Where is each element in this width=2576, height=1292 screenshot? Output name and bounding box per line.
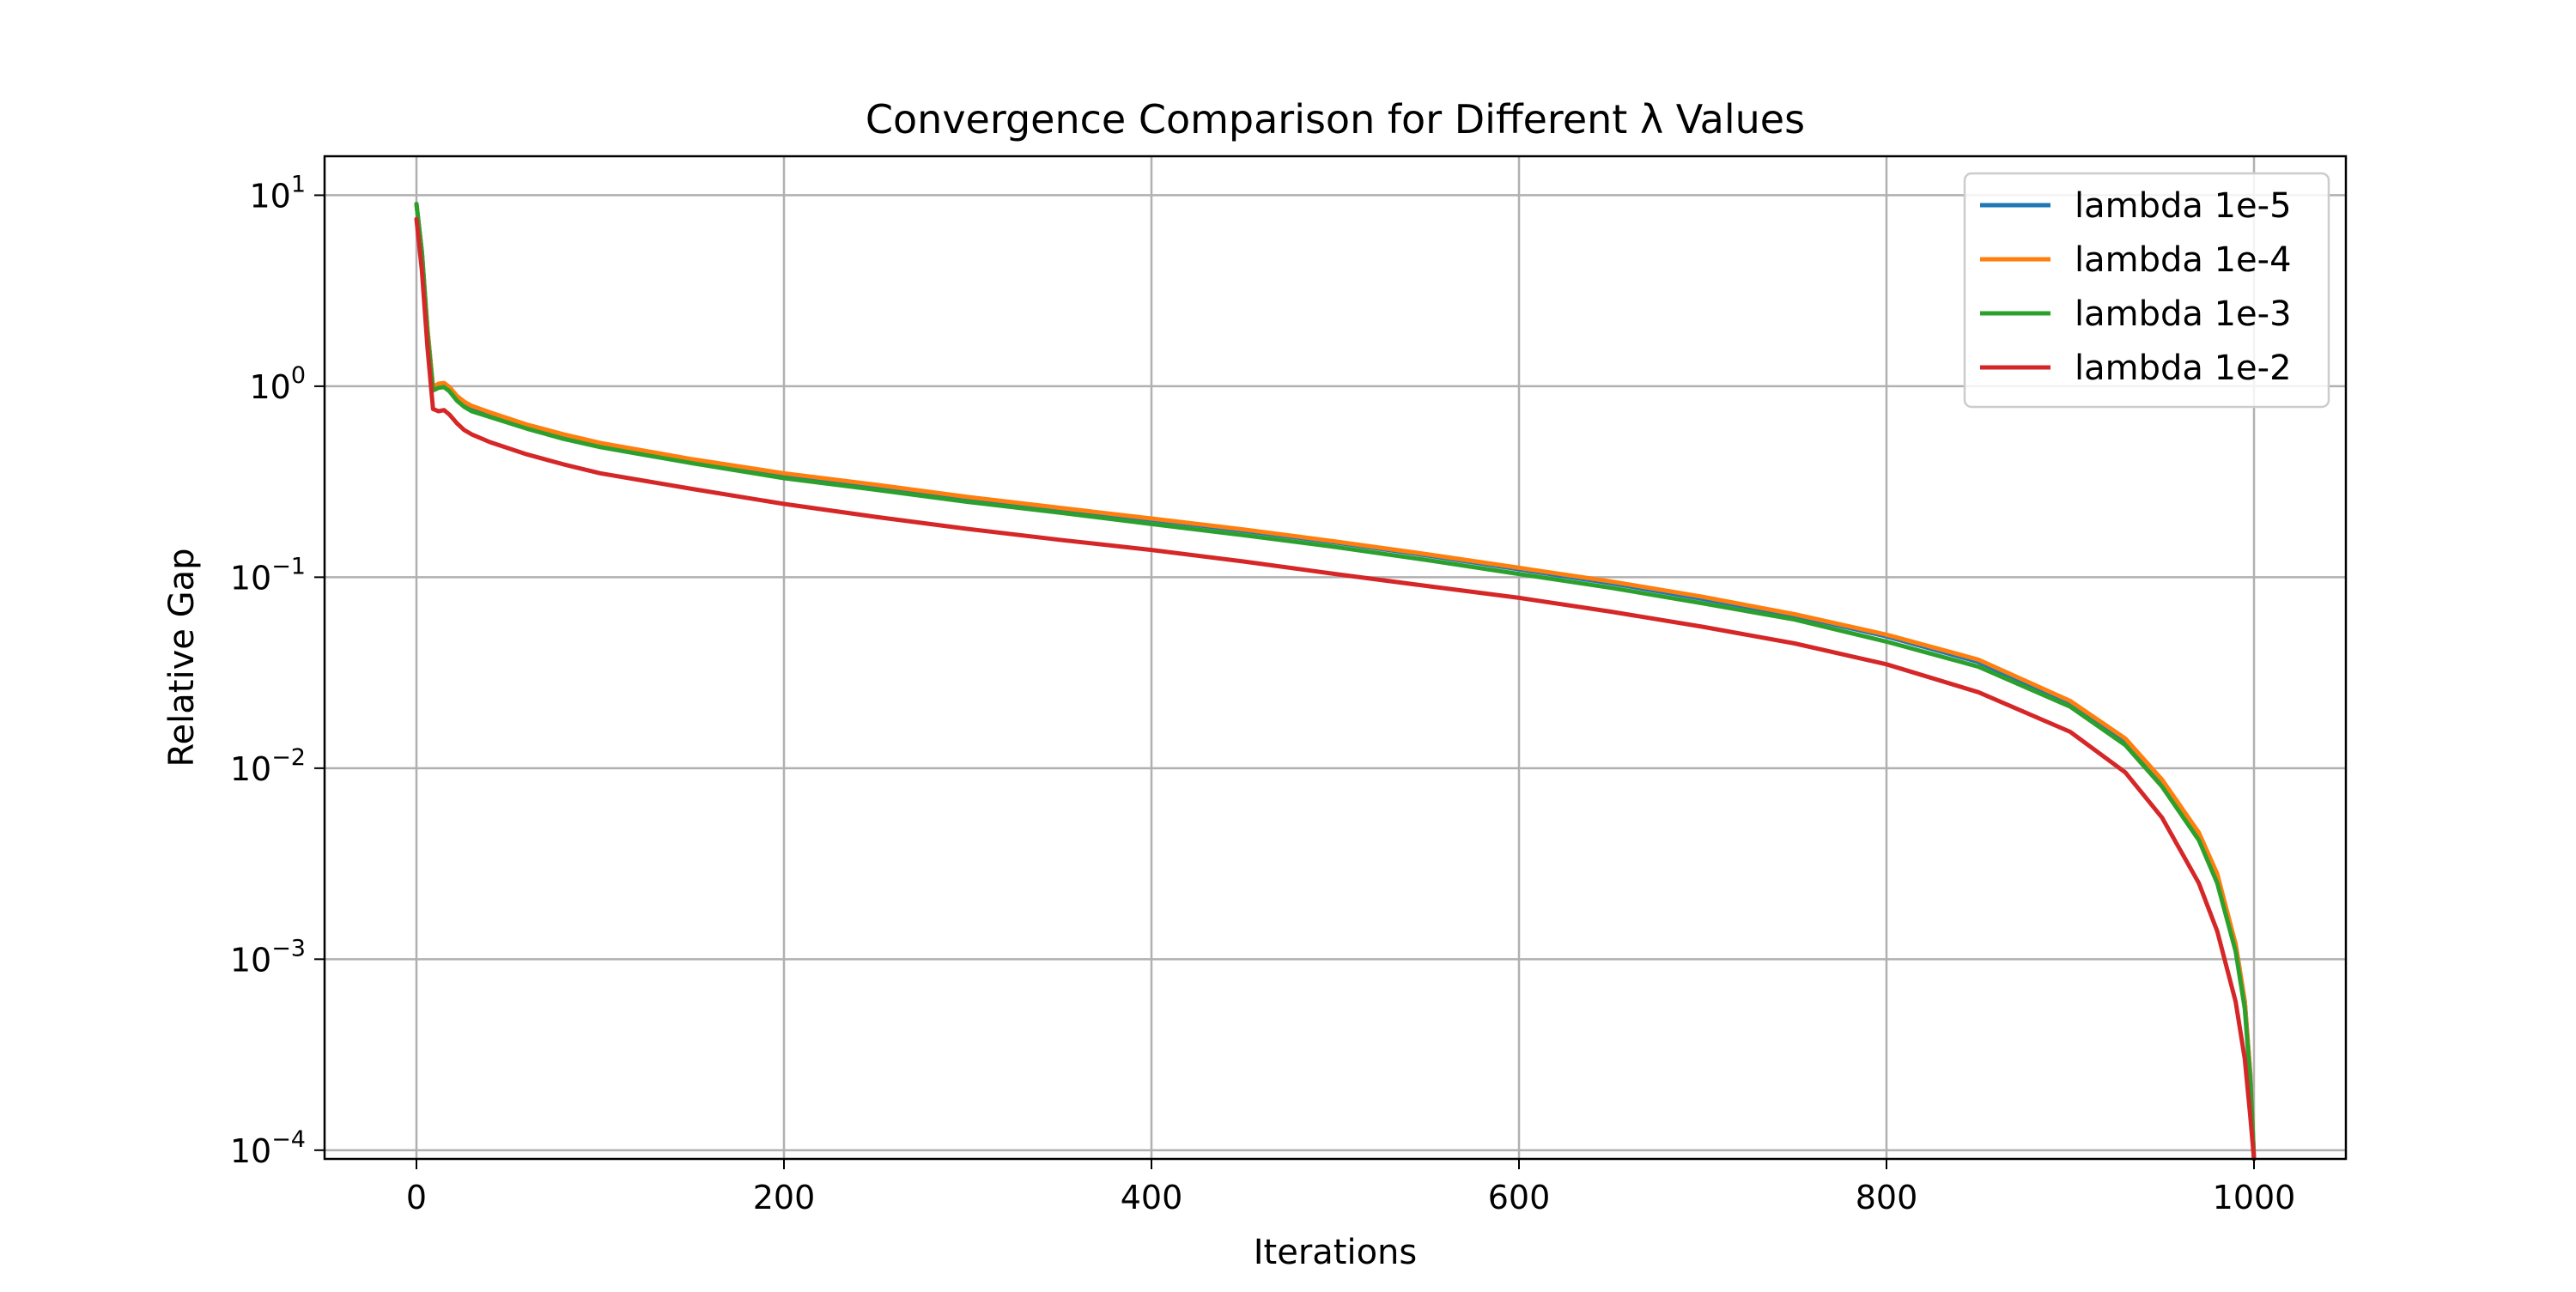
x-tick-label: 0 [406,1179,427,1216]
legend-label: lambda 1e-2 [2075,349,2292,388]
x-tick-label: 800 [1856,1179,1918,1216]
y-tick-label: 10−3 [230,935,306,979]
series-lines [414,202,2257,1162]
y-tick-label: 100 [249,362,306,406]
series-line-lambda-1e-4 [414,202,2257,1162]
chart-title: Convergence Comparison for Different λ V… [866,96,1805,143]
legend-label: lambda 1e-4 [2075,240,2292,280]
series-line-lambda-1e-2 [414,216,2257,1162]
y-tick-label: 10−4 [230,1126,306,1170]
legend-box [1963,172,2330,409]
x-tick-label: 600 [1488,1179,1551,1216]
series-line-lambda-1e-3 [414,202,2257,1162]
x-axis-label: Iterations [1254,1233,1418,1272]
legend-label: lambda 1e-5 [2075,186,2292,226]
legend-label: lambda 1e-3 [2075,294,2292,334]
plot-frame [323,155,2348,1161]
y-axis-label: Relative Gap [162,549,202,767]
x-tick-label: 1000 [2213,1179,2296,1216]
axis-ticks: 0 200 400 600 800 1000 10−4 10−3 10−2 10−1 100 101 [230,171,2296,1216]
x-tick-label: 400 [1121,1179,1183,1216]
y-tick-label: 10−1 [230,553,306,597]
y-tick-label: 101 [249,171,306,215]
x-tick-label: 200 [753,1179,816,1216]
legend: lambda 1e-5 lambda 1e-4 lambda 1e-3 lambda … [1963,172,2330,409]
y-tick-label: 10−2 [230,744,306,788]
